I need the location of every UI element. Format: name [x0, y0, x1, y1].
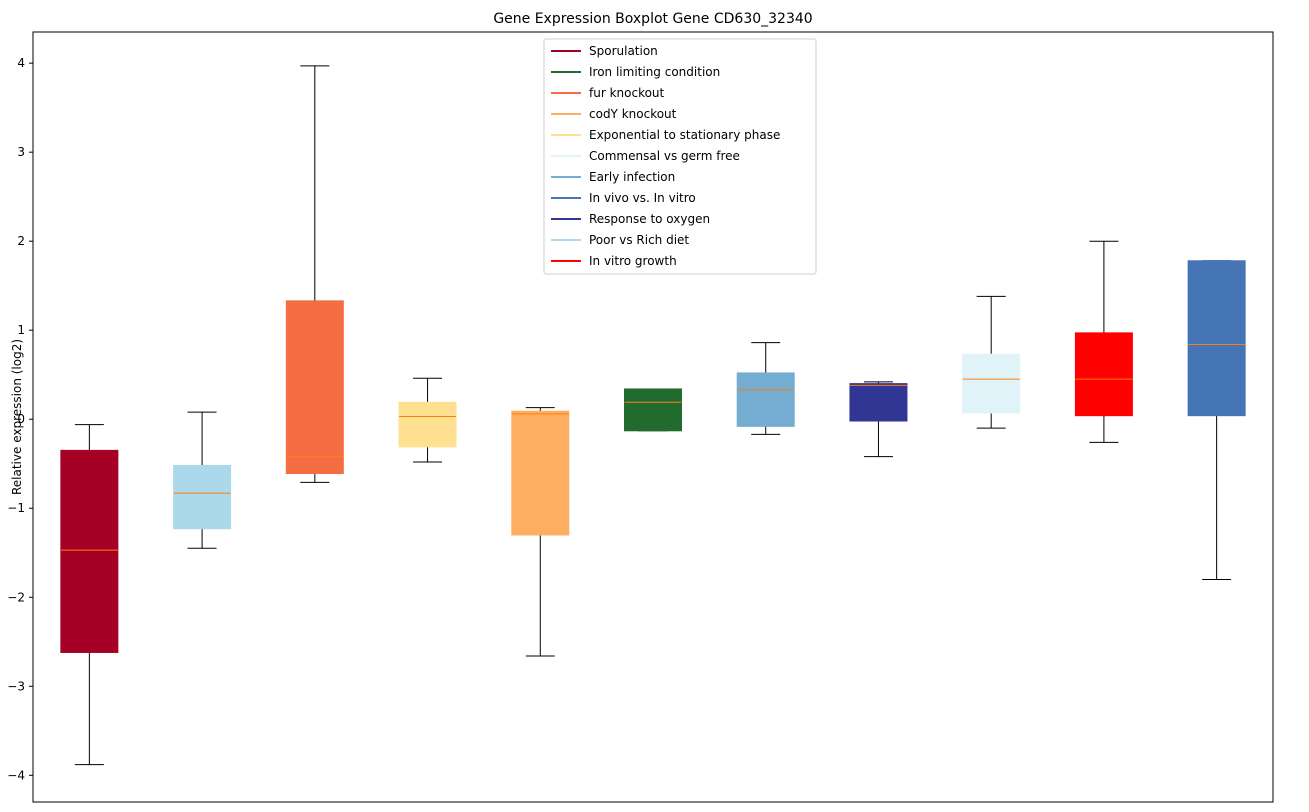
box-in-vitro-growth	[1074, 240, 1133, 443]
legend: Sporulation Iron limiting condition fur kn…	[543, 38, 817, 275]
box-body	[398, 401, 457, 448]
box-iron-limiting-condition	[624, 388, 682, 432]
box-body	[849, 383, 908, 422]
legend-item: Poor vs Rich diet	[551, 233, 689, 247]
y-tick-label: 3	[17, 145, 25, 159]
box-cody-knockout	[511, 407, 570, 657]
box-body	[60, 449, 119, 653]
box-body	[962, 353, 1021, 414]
legend-label: Sporulation	[589, 44, 658, 58]
y-tick-label: 1	[17, 323, 25, 337]
box-poor-vs-rich-diet	[173, 411, 232, 549]
legend-item: Commensal vs germ free	[551, 149, 740, 163]
box-body	[624, 388, 682, 432]
legend-label: Iron limiting condition	[589, 65, 720, 79]
axes-frame	[32, 31, 1274, 803]
legend-item: In vivo vs. In vitro	[551, 191, 696, 205]
box-in-vivo-vs-in-vitro	[1187, 260, 1246, 580]
y-tick-label: 4	[17, 56, 25, 70]
legend-label: Response to oxygen	[589, 212, 710, 226]
box-body	[173, 465, 232, 530]
y-tick-label: −2	[7, 590, 25, 604]
box-body	[736, 372, 795, 427]
legend-label: In vivo vs. In vitro	[589, 191, 696, 205]
legend-item: Iron limiting condition	[551, 65, 720, 79]
box-body	[1074, 332, 1133, 417]
legend-label: codY knockout	[589, 107, 677, 121]
box-exponential-to-stationary-phase	[398, 377, 457, 463]
chart-title: Gene Expression Boxplot Gene CD630_32340	[493, 11, 812, 27]
box-response-to-oxygen	[849, 381, 908, 458]
legend-item: In vitro growth	[551, 254, 677, 268]
box-fur-knockout	[285, 65, 344, 483]
legend-item: Early infection	[551, 170, 675, 184]
box-body	[1187, 260, 1246, 417]
legend-item: codY knockout	[551, 107, 677, 121]
legend-item: Sporulation	[551, 44, 658, 58]
legend-label: Poor vs Rich diet	[589, 233, 689, 247]
y-tick-label: −3	[7, 679, 25, 693]
box-body	[285, 300, 344, 475]
box-body	[511, 410, 570, 536]
y-tick-label: 0	[17, 412, 25, 426]
y-axis-label: Relative expression (log2)	[10, 339, 24, 495]
legend-box	[543, 38, 817, 275]
y-axis: −4 −3 −2 −1 0 1 2 3 4	[7, 56, 33, 782]
y-tick-label: −1	[7, 501, 25, 515]
box-early-infection	[736, 342, 795, 435]
y-tick-label: 2	[17, 234, 25, 248]
legend-label: Exponential to stationary phase	[589, 128, 780, 142]
legend-label: Commensal vs germ free	[589, 149, 740, 163]
boxes-group	[60, 65, 1246, 766]
legend-item: fur knockout	[551, 86, 665, 100]
box-sporulation	[60, 424, 119, 766]
legend-label: In vitro growth	[589, 254, 677, 268]
legend-label: fur knockout	[589, 86, 665, 100]
y-tick-label: −4	[7, 768, 25, 782]
legend-item: Response to oxygen	[551, 212, 710, 226]
box-commensal-vs-germ-free	[962, 295, 1021, 429]
legend-label: Early infection	[589, 170, 675, 184]
legend-item: Exponential to stationary phase	[551, 128, 780, 142]
